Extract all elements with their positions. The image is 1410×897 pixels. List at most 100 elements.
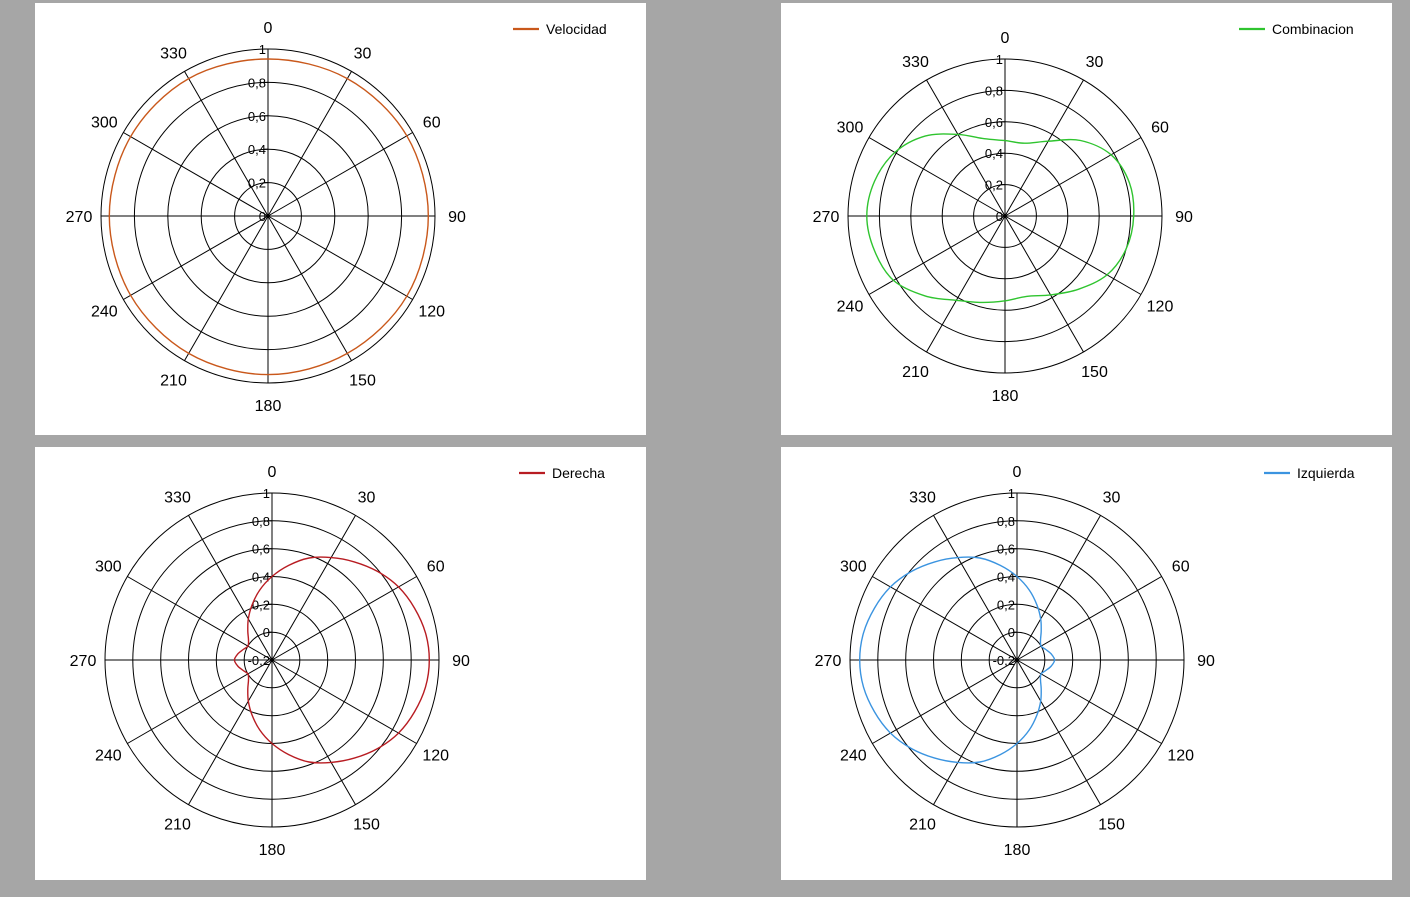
angle-tick-label: 300 [95, 559, 122, 576]
grid-spoke [267, 71, 352, 217]
radial-tick-label: 0,2 [985, 178, 1003, 193]
series-line [866, 133, 1135, 304]
polar-chart-combinacion: 0 0,2 0,4 0,6 0,8 1 0 30 60 90 120 150 180 210 240 270 3… [813, 21, 1354, 405]
chart-panel-izquierda: -0,2 0 0,2 0,4 0,6 0,8 1 0 30 60 90 120 150 180 210 240… [781, 447, 1392, 880]
angle-tick-label: 300 [840, 559, 867, 576]
angle-tick-label: 150 [1081, 364, 1108, 381]
grid-spoke [1004, 79, 1084, 217]
grid-spoke [123, 132, 269, 217]
grid-spoke [1016, 659, 1101, 805]
angle-tick-label: 120 [1167, 748, 1194, 765]
angle-tick-label: 180 [255, 398, 282, 415]
radial-tick-label: 1 [996, 52, 1003, 67]
polar-chart-velocidad: 0 0,2 0,4 0,6 0,8 1 0 30 60 90 120 150 180 210 240 270 3… [66, 20, 607, 415]
radial-tick-label: 0,8 [985, 83, 1003, 98]
radial-tick-label: 0,8 [248, 75, 266, 90]
grid-spoke [188, 659, 273, 805]
radial-tick-label: 1 [1008, 486, 1015, 501]
radial-tick-label: 0,8 [997, 514, 1015, 529]
grid-spoke [872, 576, 1018, 661]
radial-tick-label: 0,6 [997, 542, 1015, 557]
radial-tick-label: -0,2 [248, 653, 270, 668]
angle-tick-label: 30 [358, 489, 376, 506]
radial-tick-label: 0,4 [997, 570, 1015, 585]
angle-tick-label: 330 [164, 489, 191, 506]
grid-spoke [868, 137, 1006, 217]
grid-spoke [926, 215, 1006, 353]
legend-label: Velocidad [546, 21, 607, 37]
grid-spoke [271, 515, 356, 661]
angle-tick-label: 210 [902, 364, 929, 381]
angle-tick-label: 0 [1001, 30, 1010, 47]
radial-tick-label: 0,4 [252, 570, 270, 585]
angle-tick-label: 150 [353, 817, 380, 834]
angle-tick-label: 210 [160, 373, 187, 390]
radial-tick-label: 1 [259, 42, 266, 57]
grid-spoke [872, 659, 1018, 744]
grid-spoke [267, 215, 413, 300]
grid-spoke [184, 215, 269, 361]
angle-tick-label: 60 [1172, 559, 1190, 576]
grid-spoke [271, 659, 356, 805]
angle-tick-label: 210 [164, 817, 191, 834]
grid-spoke [1016, 659, 1162, 744]
polar-chart-izquierda: -0,2 0 0,2 0,4 0,6 0,8 1 0 30 60 90 120 150 180 210 240… [815, 464, 1355, 859]
angle-tick-label: 330 [160, 45, 187, 62]
angle-tick-label: 0 [268, 464, 277, 481]
grid-spoke [127, 576, 273, 661]
angle-tick-label: 240 [95, 748, 122, 765]
angle-tick-label: 300 [837, 120, 864, 137]
angle-tick-label: 180 [992, 388, 1019, 405]
grid-spoke [271, 659, 417, 744]
grid-spoke [127, 659, 273, 744]
radial-tick-label: 0,2 [997, 597, 1015, 612]
grid-spoke [271, 576, 417, 661]
grid-spoke [123, 215, 269, 300]
angle-tick-label: 330 [902, 54, 929, 71]
grid-spoke [868, 215, 1006, 295]
grid-spoke [933, 515, 1018, 661]
angle-tick-label: 150 [1098, 817, 1125, 834]
angle-tick-label: 240 [837, 299, 864, 316]
angle-tick-label: 30 [1086, 54, 1104, 71]
radial-tick-label: 0,2 [248, 176, 266, 191]
grid-spoke [1016, 576, 1162, 661]
series-line [108, 58, 430, 376]
angle-tick-label: 180 [1004, 842, 1031, 859]
angle-tick-label: 120 [418, 304, 445, 321]
radial-tick-label: 0,4 [248, 142, 266, 157]
chart-panel-derecha: -0,2 0 0,2 0,4 0,6 0,8 1 0 30 60 90 120 150 180 210 240… [35, 447, 646, 880]
polar-chart-derecha: -0,2 0 0,2 0,4 0,6 0,8 1 0 30 60 90 120 150 180 210 240… [70, 464, 605, 859]
legend-label: Izquierda [1297, 465, 1355, 481]
radial-tick-label: -0,2 [993, 653, 1015, 668]
radial-tick-label: 0,8 [252, 514, 270, 529]
angle-tick-label: 60 [423, 115, 441, 132]
angle-tick-label: 60 [1151, 120, 1169, 137]
angle-tick-label: 270 [813, 209, 840, 226]
grid-spoke [933, 659, 1018, 805]
chart-panel-velocidad: 0 0,2 0,4 0,6 0,8 1 0 30 60 90 120 150 180 210 240 270 3… [35, 3, 646, 435]
chart-panel-combinacion: 0 0,2 0,4 0,6 0,8 1 0 30 60 90 120 150 180 210 240 270 3… [781, 3, 1392, 435]
radial-tick-label: 1 [263, 486, 270, 501]
series-line [233, 556, 431, 764]
angle-tick-label: 60 [427, 559, 445, 576]
grid-spoke [188, 515, 273, 661]
angle-tick-label: 0 [264, 20, 273, 37]
angle-tick-label: 330 [909, 489, 936, 506]
radial-tick-label: 0 [1008, 625, 1015, 640]
angle-tick-label: 300 [91, 115, 118, 132]
angle-tick-label: 90 [1175, 209, 1193, 226]
angle-tick-label: 90 [1197, 653, 1215, 670]
angle-tick-label: 120 [1147, 299, 1174, 316]
angle-tick-label: 180 [259, 842, 286, 859]
radial-tick-label: 0,6 [985, 115, 1003, 130]
radial-tick-label: 0,6 [252, 542, 270, 557]
grid-spoke [267, 132, 413, 217]
angle-tick-label: 210 [909, 817, 936, 834]
grid-spoke [1004, 215, 1084, 353]
angle-tick-label: 270 [70, 653, 97, 670]
radial-tick-label: 0 [259, 209, 266, 224]
angle-tick-label: 270 [815, 653, 842, 670]
angle-tick-label: 150 [349, 373, 376, 390]
series-line [858, 556, 1056, 764]
